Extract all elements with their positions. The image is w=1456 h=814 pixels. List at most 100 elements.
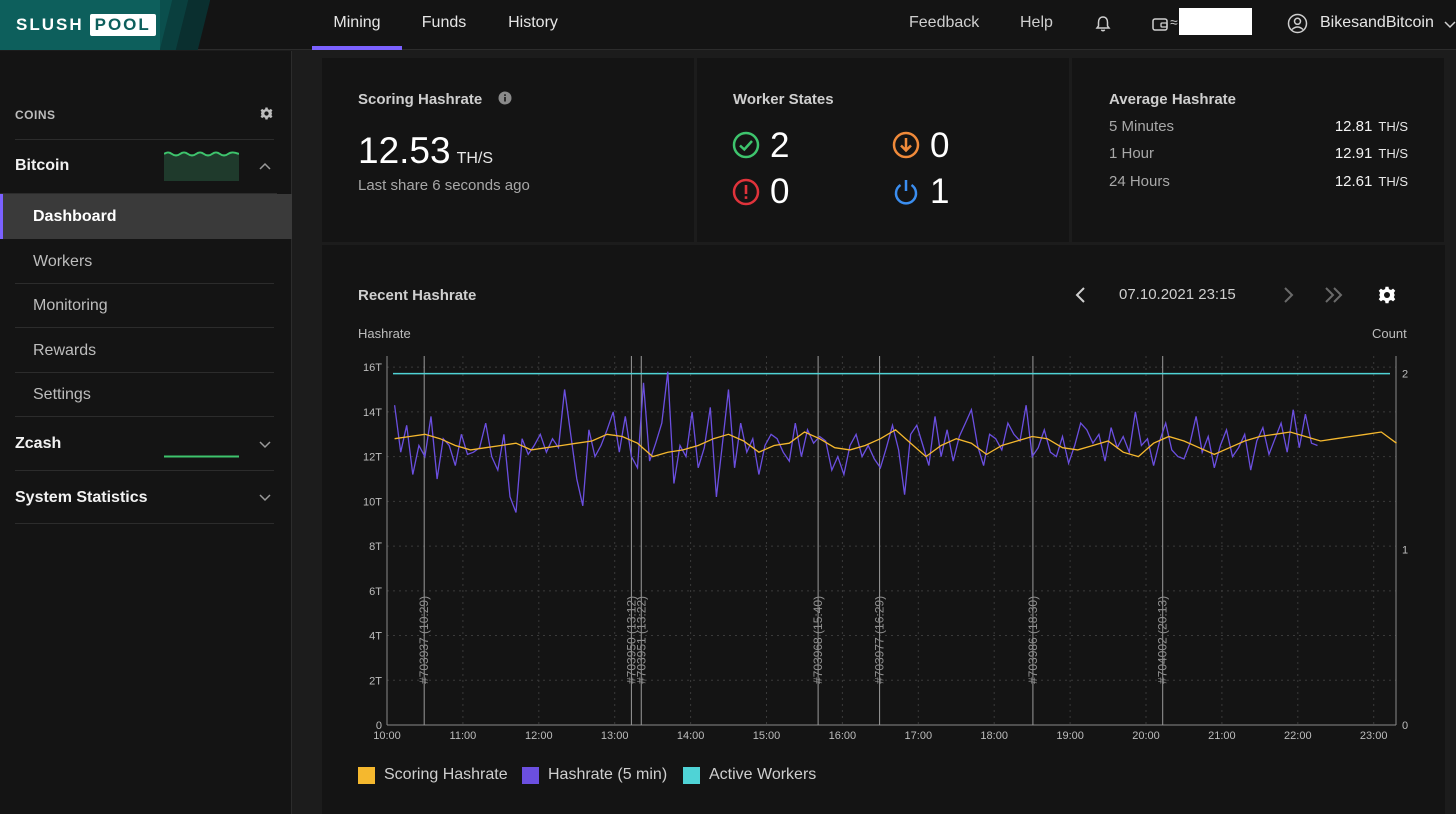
block-marker-label: #703937 (10:29)	[417, 596, 431, 684]
avg-24h-number: 12.61	[1334, 173, 1373, 190]
logo-part2: POOL	[89, 14, 156, 36]
workers-off-count[interactable]: 1	[930, 172, 950, 211]
sidebar-item-system-statistics[interactable]: System Statistics	[15, 489, 148, 506]
sidebar-item-bitcoin[interactable]: Bitcoin	[15, 157, 70, 174]
previous-arrow-icon[interactable]	[1073, 286, 1089, 304]
recent-hashrate-title: Recent Hashrate	[358, 287, 477, 304]
sidebar-item-zcash[interactable]: Zcash	[15, 435, 62, 452]
x-tick-label: 22:00	[1284, 730, 1312, 742]
x-tick-label: 20:00	[1132, 730, 1160, 742]
sidebar-divider	[15, 372, 274, 373]
avg-1h-value: 12.91 TH/S	[1335, 145, 1408, 162]
coins-label: COINS	[15, 108, 56, 122]
arrow-down-circle-icon	[892, 131, 920, 159]
series-scoring-hashrate-line	[394, 429, 1397, 458]
average-hashrate-card: Average Hashrate 5 Minutes 12.81 TH/S 1 H…	[1072, 58, 1444, 242]
next-arrow-icon[interactable]	[1280, 286, 1296, 304]
block-marker-label: #703968 (15:40)	[811, 596, 825, 684]
gear-icon[interactable]	[260, 107, 273, 120]
avg-1h-unit: TH/S	[1378, 146, 1408, 161]
average-hashrate-title: Average Hashrate	[1109, 91, 1237, 108]
x-tick-label: 19:00	[1056, 730, 1084, 742]
y-tick-label-right: 1	[1402, 544, 1408, 556]
worker-states-title: Worker States	[733, 91, 834, 108]
user-icon[interactable]	[1287, 13, 1308, 34]
legend-swatch-workers	[683, 766, 700, 784]
x-tick-label: 21:00	[1208, 730, 1236, 742]
avg-5min-unit: TH/S	[1378, 119, 1408, 134]
logo-part1: SLUSH	[16, 15, 84, 34]
legend-scoring-hashrate[interactable]: Scoring Hashrate	[358, 766, 508, 784]
sidebar-item-settings[interactable]: Settings	[33, 386, 91, 403]
workers-ok-count[interactable]: 2	[770, 126, 790, 165]
scoring-hashrate-number: 12.53	[358, 130, 451, 171]
avg-1h-label: 1 Hour	[1109, 145, 1155, 162]
x-tick-label: 12:00	[525, 730, 553, 742]
avg-5min-value: 12.81 TH/S	[1335, 118, 1408, 135]
block-marker-label: #703951 (13:22)	[634, 596, 648, 684]
alert-circle-icon	[732, 178, 760, 206]
chevron-down-icon[interactable]	[259, 438, 271, 450]
y-tick-label-left: 10T	[363, 496, 382, 508]
zcash-sparkline	[164, 455, 239, 458]
worker-states-card: Worker States 2 0 0 1	[697, 58, 1069, 242]
scoring-hashrate-value: 12.53 TH/S	[358, 130, 493, 172]
legend-hashrate-5min[interactable]: Hashrate (5 min)	[522, 766, 667, 784]
chart-settings-gear-icon[interactable]	[1378, 286, 1396, 304]
sidebar-item-workers[interactable]: Workers	[33, 253, 93, 270]
legend-label-scoring: Scoring Hashrate	[384, 766, 508, 783]
avg-1h-number: 12.91	[1334, 145, 1373, 162]
logo-wordmark: SLUSH POOL	[16, 14, 156, 36]
check-circle-icon	[732, 131, 760, 159]
sidebar-divider	[0, 193, 277, 194]
feedback-link[interactable]: Feedback	[909, 14, 980, 31]
wallet-icon[interactable]	[1151, 15, 1169, 33]
chevron-up-icon[interactable]	[259, 161, 271, 173]
brand-logo[interactable]: SLUSH POOL	[0, 0, 210, 50]
y-tick-label-left: 16T	[363, 362, 382, 374]
chart-date[interactable]: 07.10.2021 23:15	[1119, 286, 1236, 303]
y-tick-label-right: 2	[1402, 369, 1408, 381]
sidebar-item-dashboard[interactable]: Dashboard	[33, 208, 117, 225]
sidebar-divider	[15, 416, 274, 417]
y-tick-label-left: 14T	[363, 407, 382, 419]
nav-funds[interactable]: Funds	[421, 14, 467, 31]
help-link[interactable]: Help	[1020, 14, 1053, 31]
x-tick-label: 10:00	[373, 730, 401, 742]
last-share-text: Last share 6 seconds ago	[358, 177, 530, 194]
y-tick-label-left: 8T	[369, 541, 382, 553]
sidebar-divider	[15, 523, 274, 524]
bell-icon[interactable]	[1094, 15, 1112, 33]
y-tick-label-right: 0	[1402, 720, 1408, 732]
scoring-hashrate-title: Scoring Hashrate	[358, 91, 483, 108]
nav-mining[interactable]: Mining	[312, 0, 402, 50]
wallet-balance[interactable]	[1179, 8, 1252, 35]
block-marker-label: #703950 (13:12)	[624, 596, 638, 684]
recent-hashrate-card	[322, 245, 1445, 814]
sidebar: COINS Bitcoin Dashboard Workers Monitori…	[0, 51, 292, 814]
sidebar-item-monitoring[interactable]: Monitoring	[33, 297, 108, 314]
workers-error-count[interactable]: 0	[770, 172, 790, 211]
balance-approx: ≈	[1170, 14, 1178, 30]
scoring-hashrate-card: Scoring Hashrate 12.53 TH/S Last share 6 …	[322, 58, 694, 242]
right-axis-title: Count	[1372, 326, 1407, 341]
info-icon[interactable]	[498, 91, 512, 105]
user-name[interactable]: BikesandBitcoin	[1320, 14, 1434, 31]
sidebar-divider	[15, 283, 274, 284]
y-tick-label-left: 0	[376, 720, 382, 732]
x-tick-label: 14:00	[677, 730, 705, 742]
sidebar-divider	[15, 139, 274, 140]
y-tick-label-left: 12T	[363, 452, 382, 464]
skip-forward-icon[interactable]	[1323, 286, 1345, 304]
sidebar-item-rewards[interactable]: Rewards	[33, 342, 97, 359]
avg-24h-value: 12.61 TH/S	[1335, 173, 1408, 190]
nav-history[interactable]: History	[508, 14, 558, 31]
y-tick-label-left: 2T	[369, 675, 382, 687]
recent-hashrate-chart[interactable]: 0 2T 4T 6T 8T 10T 12T 14T 16T 0 1 2 10:00 11:00 12:00 1…	[340, 345, 1440, 750]
scoring-hashrate-unit: TH/S	[456, 150, 494, 167]
chevron-down-icon[interactable]	[1444, 18, 1456, 30]
power-icon	[894, 180, 918, 205]
legend-active-workers[interactable]: Active Workers	[683, 766, 816, 784]
chevron-down-icon[interactable]	[259, 491, 271, 503]
workers-low-count[interactable]: 0	[930, 126, 950, 165]
